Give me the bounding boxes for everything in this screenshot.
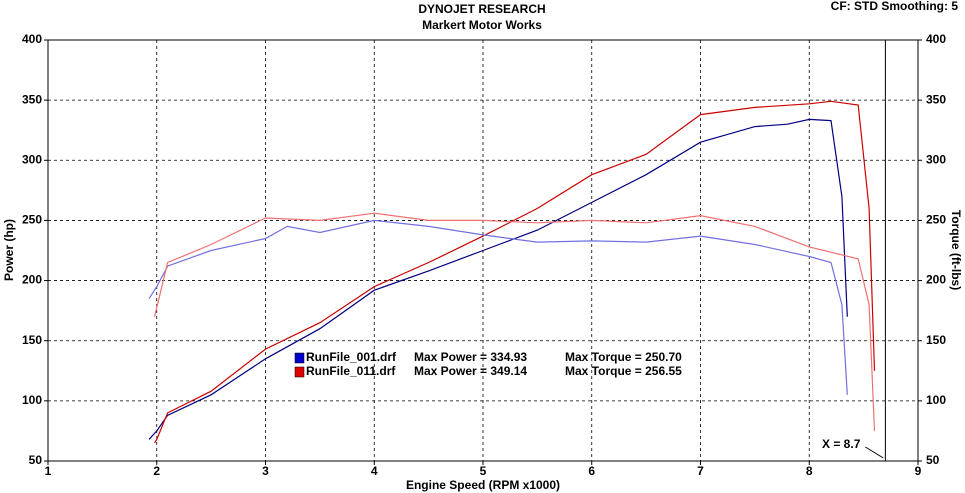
y2-axis-label: Torque (ft-lbs) xyxy=(949,210,963,290)
y-tick-label: 350 xyxy=(22,92,42,106)
x-tick-label: 9 xyxy=(915,464,922,478)
y-tick-label: 200 xyxy=(22,273,42,287)
x-tick-label: 8 xyxy=(806,464,813,478)
y-axis-label: Power (hp) xyxy=(2,219,16,281)
y2-tick-label: 400 xyxy=(926,32,946,46)
cursor-leader xyxy=(865,446,884,459)
y-tick-label: 50 xyxy=(29,453,43,467)
y2-tick-label: 200 xyxy=(926,273,946,287)
legend-power: Max Power = 349.14 xyxy=(414,364,527,378)
legend-torque: Max Torque = 256.55 xyxy=(565,364,682,378)
y2-tick-label: 100 xyxy=(926,393,946,407)
y-tick-label: 400 xyxy=(22,32,42,46)
y2-tick-label: 50 xyxy=(926,453,940,467)
legend-name: RunFile_011.drf xyxy=(306,364,396,378)
x-tick-label: 4 xyxy=(371,464,378,478)
data-line xyxy=(148,118,848,440)
data-line xyxy=(154,100,876,444)
x-axis-label: Engine Speed (RPM x1000) xyxy=(406,478,560,492)
data-line xyxy=(148,219,848,395)
x-tick-label: 5 xyxy=(480,464,487,478)
legend-swatch xyxy=(294,352,305,364)
legend-torque: Max Torque = 250.70 xyxy=(565,350,682,364)
chart-subtitle: Markert Motor Works xyxy=(422,18,542,32)
cursor-label: X = 8.7 xyxy=(822,437,861,451)
legend-swatch xyxy=(294,366,305,378)
legend-name: RunFile_001.drf xyxy=(306,350,397,364)
y-tick-label: 100 xyxy=(22,393,42,407)
y2-tick-label: 350 xyxy=(926,92,946,106)
y2-tick-label: 150 xyxy=(926,333,946,347)
chart-title: DYNOJET RESEARCH xyxy=(418,2,545,16)
x-tick-label: 7 xyxy=(697,464,704,478)
y2-tick-label: 250 xyxy=(926,213,946,227)
corner-note: CF: STD Smoothing: 5 xyxy=(831,0,959,13)
legend-power: Max Power = 334.93 xyxy=(414,350,527,364)
y-tick-label: 150 xyxy=(22,333,42,347)
data-line xyxy=(154,212,876,431)
y-tick-label: 300 xyxy=(22,152,42,166)
x-tick-label: 2 xyxy=(153,464,160,478)
x-tick-label: 6 xyxy=(588,464,595,478)
y-tick-label: 250 xyxy=(22,213,42,227)
x-tick-label: 3 xyxy=(262,464,269,478)
y2-tick-label: 300 xyxy=(926,152,946,166)
x-tick-label: 1 xyxy=(45,464,52,478)
